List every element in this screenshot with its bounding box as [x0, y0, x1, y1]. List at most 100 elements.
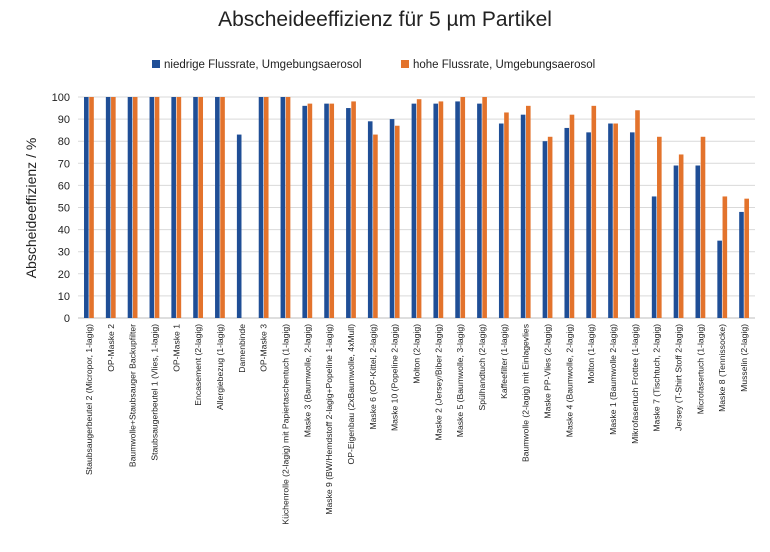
legend-label: hohe Flussrate, Umgebungsaerosol [413, 59, 595, 71]
x-tick-label: Baumwolle (2-lagig) mit Einlagevlies [521, 324, 531, 462]
bar [635, 110, 640, 318]
bar [673, 165, 679, 318]
legend-swatch [152, 60, 160, 68]
x-tick-label: Baumwolle+Staubsauger Backupfilter [128, 324, 138, 467]
bar [176, 97, 182, 318]
x-tick-label: Maske 1 (Baumwolle 2-lagig) [608, 324, 618, 435]
bar [591, 105, 597, 318]
x-tick-label: Staubsaugerbeutel 2 (Micropor, 1-lagig) [84, 324, 94, 475]
bar [154, 97, 160, 318]
bar [171, 97, 176, 318]
y-tick-label: 20 [58, 269, 70, 281]
bar [394, 125, 400, 318]
x-tick-label: Maske 5 (Baumwolle, 3-lagig) [455, 324, 465, 437]
x-tick-label: Microfasertuch (1-lagig) [695, 324, 705, 414]
x-tick-label: Allergiebezug (1-lagig) [215, 324, 225, 410]
bar [700, 136, 706, 318]
bar [373, 134, 378, 318]
legend-swatch [401, 60, 409, 68]
x-tick-label: Kaffeefilter (1-lagig) [499, 324, 509, 399]
bar [547, 136, 553, 318]
x-tick-label: Jersey (T-Shirt Stoff 2-lagig) [674, 324, 684, 431]
bar [722, 196, 728, 318]
bar [678, 154, 684, 318]
bar [613, 123, 618, 319]
bar [520, 114, 526, 319]
bar [220, 97, 225, 318]
bar [477, 103, 482, 318]
bar [302, 105, 308, 318]
y-tick-label: 60 [58, 180, 70, 192]
y-tick-label: 30 [58, 247, 70, 259]
bar [285, 97, 291, 318]
y-tick-label: 80 [58, 136, 70, 148]
x-tick-label: OP-Maske 2 [106, 324, 116, 372]
bar [389, 119, 395, 318]
bar [411, 103, 417, 318]
x-tick-label: Musselin (2-lagig) [739, 324, 749, 392]
gridlines [78, 96, 755, 319]
y-tick-label: 40 [58, 225, 70, 237]
bar [351, 101, 356, 318]
bar [132, 97, 138, 318]
bar [564, 127, 570, 318]
bar [127, 97, 133, 318]
x-tick-label: Spülhandtuch (2-lagig) [477, 324, 487, 411]
y-tick-label: 50 [58, 203, 70, 215]
bars [84, 97, 749, 319]
x-tick-label: Maske PP-Vlies (2-lagig) [543, 324, 553, 419]
x-tick-label: Maske 2 (Jersey/Biber 2-lagig) [433, 324, 443, 441]
bar [717, 240, 722, 318]
bar [193, 97, 198, 318]
y-tick-label: 70 [58, 158, 70, 170]
bar [525, 105, 531, 318]
bar [329, 103, 335, 318]
bar [586, 132, 591, 318]
x-tick-label: Mikrofasertuch Frottee (1-lagig) [630, 324, 640, 444]
bar [438, 101, 444, 318]
bar [651, 196, 657, 318]
x-tick-label: Maske 8 (Tennissocke) [717, 324, 727, 412]
x-tick-label: Maske 3 (Baumwolle, 2-lagig) [302, 324, 312, 437]
bar [324, 103, 329, 318]
bar [695, 165, 701, 318]
x-tick-label: Maske 7 (Tischtuch, 2-lagig) [652, 324, 662, 432]
x-tick-label: Maske 4 (Baumwolle, 2-lagig) [564, 324, 574, 437]
bar [739, 211, 744, 318]
legend: niedrige Flussrate, Umgebungsaerosol hohe… [152, 59, 595, 71]
x-tick-label: Molton (1-lagig) [586, 324, 596, 384]
bar [416, 99, 422, 319]
bar [498, 123, 504, 319]
bar [236, 134, 242, 318]
x-tick-label: Küchenrolle (2-lagig) mit Papiertaschent… [280, 324, 290, 525]
legend-label: niedrige Flussrate, Umgebungsaerosol [164, 59, 362, 71]
bar [84, 97, 89, 318]
bar [258, 97, 264, 318]
x-tick-label: Maske 6 (OP-Kittel, 2-lagig) [368, 324, 378, 430]
y-tick-label: 0 [64, 313, 70, 325]
bar [504, 112, 509, 318]
y-axis-ticks: 0 10 20 30 40 50 60 70 80 90 100 [52, 92, 70, 325]
bar [367, 121, 373, 318]
x-tick-label: Encasement (2-lagig) [193, 324, 203, 406]
bar [608, 123, 613, 319]
bar [482, 97, 487, 318]
bar [280, 97, 286, 318]
y-tick-label: 90 [58, 114, 70, 126]
bar [346, 108, 351, 318]
bar [433, 103, 439, 318]
chart-title: Abscheideeffizienz für 5 µm Partikel [218, 8, 552, 31]
bar [198, 97, 204, 318]
bar [460, 97, 466, 318]
y-axis-title: Abscheideeffizienz / % [23, 138, 39, 279]
bar [307, 103, 313, 318]
x-tick-label: Staubsaugerbeutel 1 (Vlies, 1-lagig) [149, 324, 159, 461]
x-tick-label: Maske 10 (Popeline 2-lagig) [390, 324, 400, 431]
x-axis-labels: Staubsaugerbeutel 2 (Micropor, 1-lagig) O… [84, 324, 749, 525]
bar [215, 97, 220, 318]
bar [263, 97, 269, 318]
y-tick-label: 100 [52, 92, 70, 104]
y-tick-label: 10 [58, 291, 70, 303]
x-tick-label: Damenbinde [237, 324, 247, 373]
